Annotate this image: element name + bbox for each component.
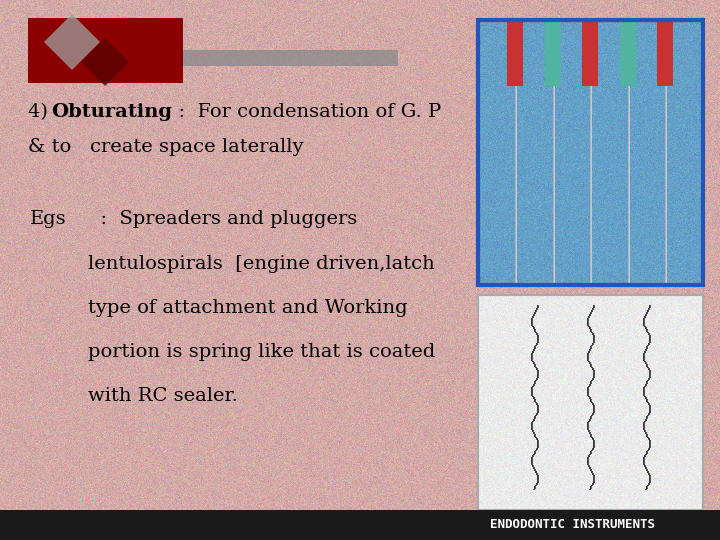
Bar <box>0 510 720 540</box>
Bar <box>28 50 398 66</box>
Polygon shape <box>81 38 129 86</box>
Polygon shape <box>44 14 100 70</box>
Text: & to   create space laterally: & to create space laterally <box>28 138 304 156</box>
Text: Obturating: Obturating <box>51 103 172 121</box>
Bar <box>28 18 183 83</box>
Text: with RC sealer.: with RC sealer. <box>88 387 238 405</box>
Text: Egs: Egs <box>30 210 67 228</box>
Text: 4): 4) <box>28 103 54 121</box>
Text: portion is spring like that is coated: portion is spring like that is coated <box>88 343 436 361</box>
Text: ENDODONTIC INSTRUMENTS: ENDODONTIC INSTRUMENTS <box>490 518 655 531</box>
Text: :  For condensation of G. P: : For condensation of G. P <box>166 103 441 121</box>
Bar <box>478 20 703 285</box>
Text: :  Spreaders and pluggers: : Spreaders and pluggers <box>88 210 357 228</box>
Text: type of attachment and Working: type of attachment and Working <box>88 299 408 317</box>
Text: lentulospirals  [engine driven,latch: lentulospirals [engine driven,latch <box>88 255 435 273</box>
Bar <box>478 295 703 510</box>
